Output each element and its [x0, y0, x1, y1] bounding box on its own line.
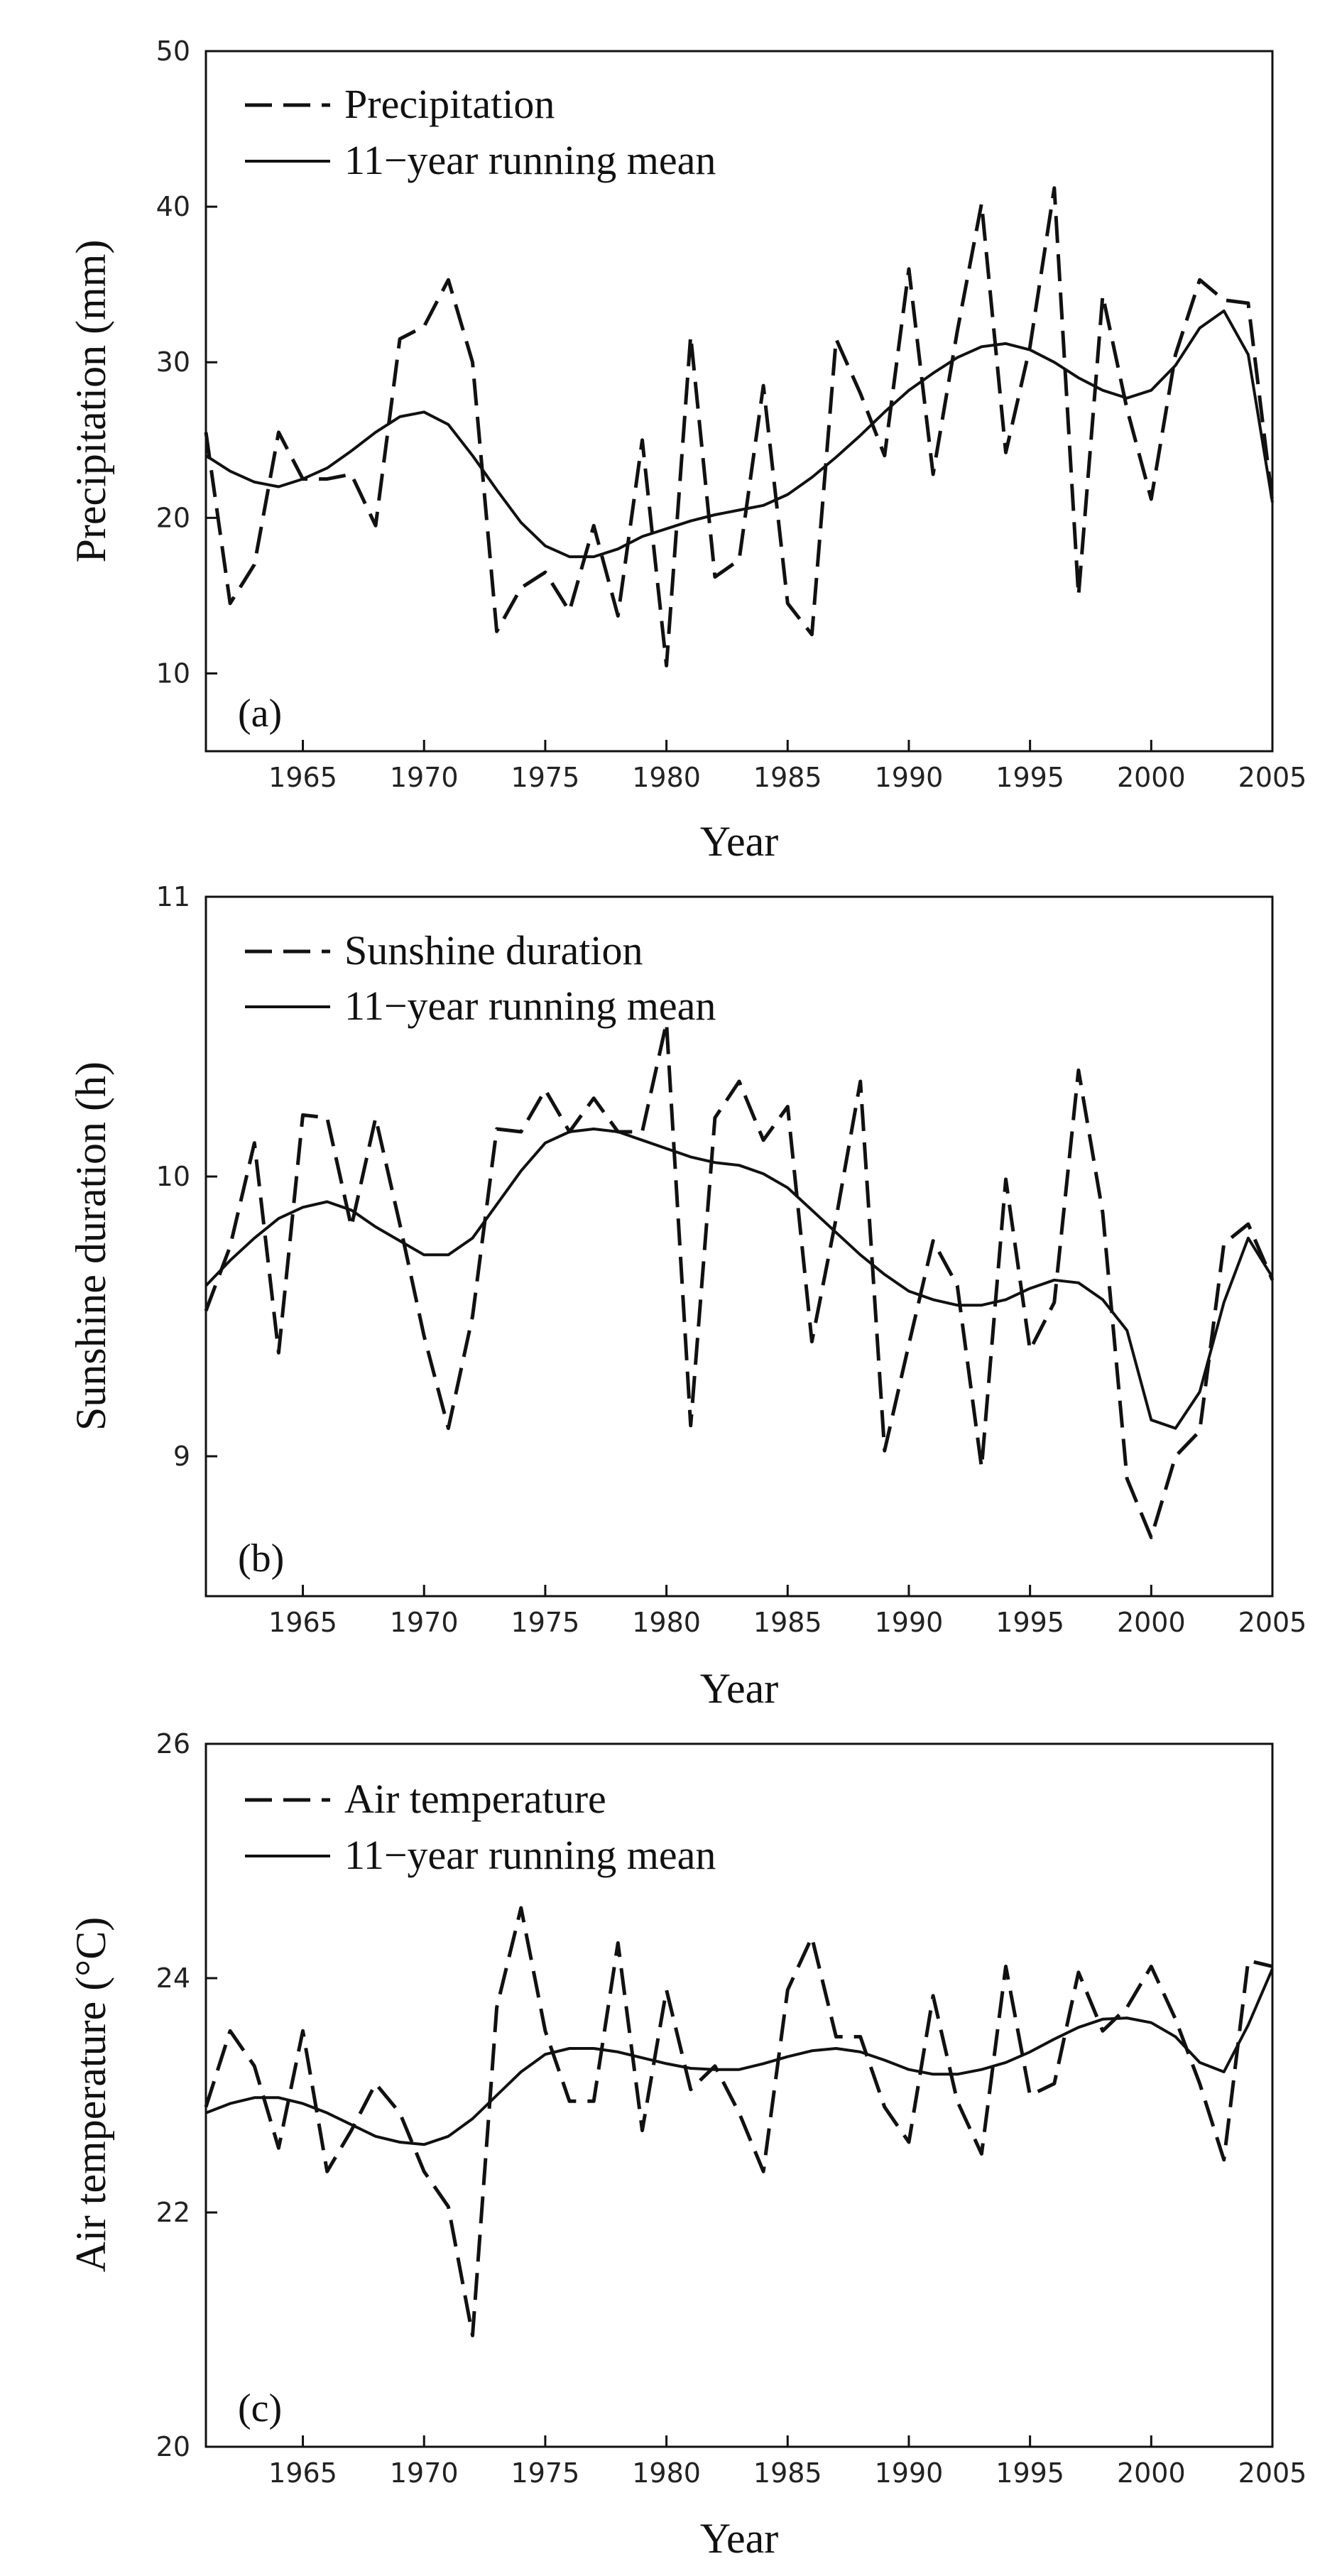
x-tick-label: 1985	[753, 2457, 822, 2489]
x-tick-label: 1965	[268, 2457, 337, 2489]
air-temperature-line	[204, 1906, 1273, 2337]
running-mean-line	[204, 1128, 1274, 1430]
panel-precipitation: 10 20 30 40 50 1965 1970 1975 1980 1985 1990 1995 2…	[67, 36, 1306, 865]
legend-label-sunshine: Sunshine duration	[344, 927, 643, 973]
y-tick-label: 9	[173, 1441, 190, 1472]
legend: Air temperature 11−year running mean	[245, 1776, 716, 1878]
x-tick-label: 2000	[1117, 762, 1186, 793]
precipitation-line	[204, 186, 1275, 667]
x-tick-label: 1985	[753, 762, 822, 793]
y-tick-label: 50	[156, 36, 190, 67]
x-axis: 1965 1970 1975 1980 1985 1990 1995 2000 2005	[268, 2435, 1306, 2489]
running-mean-line	[205, 1968, 1274, 2146]
x-tick-label: 2000	[1117, 1607, 1186, 1638]
x-tick-label: 1975	[511, 2457, 580, 2489]
legend-label-running-mean: 11−year running mean	[344, 1832, 716, 1878]
x-tick-label: 1970	[390, 1607, 459, 1638]
plot-frame	[204, 50, 1274, 753]
plot-frame	[204, 895, 1274, 1598]
x-axis: 1965 1970 1975 1980 1985 1990 1995 2000 2005	[268, 740, 1306, 793]
x-tick-label: 1975	[511, 1607, 580, 1638]
x-tick-label: 1995	[995, 762, 1064, 793]
legend-label-running-mean: 11−year running mean	[344, 983, 716, 1029]
legend: Precipitation 11−year running mean	[245, 81, 716, 183]
plot-frame	[204, 1742, 1274, 2448]
y-tick-label: 26	[156, 1728, 190, 1759]
x-tick-label: 2005	[1238, 2457, 1307, 2489]
x-tick-label: 2005	[1238, 762, 1307, 793]
panel-air-temperature: 20 22 24 26 1965 1970 1975 1980 1985 1990 1995 200…	[67, 1728, 1306, 2562]
x-axis: 1965 1970 1975 1980 1985 1990 1995 2000 2005	[268, 1585, 1306, 1638]
legend: Sunshine duration 11−year running mean	[245, 927, 716, 1029]
panel-sunshine: 9 10 11 1965 1970 1975 1980 1985 1990 1995 2000 20…	[67, 881, 1306, 1712]
y-axis-title: Air temperature (°C)	[67, 1917, 114, 2272]
x-tick-label: 1980	[632, 2457, 701, 2489]
y-axis: 9 10 11	[156, 881, 217, 1472]
panel-label: (a)	[238, 692, 282, 736]
x-tick-label: 1975	[511, 762, 580, 793]
x-tick-label: 1965	[268, 762, 337, 793]
y-tick-label: 24	[156, 1963, 190, 1994]
x-tick-label: 1980	[632, 1607, 701, 1638]
legend-label-running-mean: 11−year running mean	[344, 137, 716, 183]
y-tick-label: 20	[156, 2431, 190, 2462]
x-tick-label: 1965	[268, 1607, 337, 1638]
x-tick-label: 1990	[875, 2457, 944, 2489]
x-tick-label: 1985	[753, 1607, 822, 1638]
y-axis-title: Precipitation (mm)	[67, 240, 114, 563]
y-tick-label: 10	[156, 1161, 190, 1192]
x-axis-title: Year	[700, 1665, 779, 1712]
y-axis-title: Sunshine duration (h)	[67, 1061, 114, 1431]
y-tick-label: 22	[156, 2197, 190, 2228]
x-tick-label: 2000	[1117, 2457, 1186, 2489]
y-tick-label: 30	[156, 346, 190, 378]
x-axis-title: Year	[700, 818, 779, 865]
x-tick-label: 1995	[995, 2457, 1064, 2489]
y-tick-label: 11	[156, 881, 190, 912]
sunshine-line	[204, 1020, 1275, 1539]
x-tick-label: 1980	[632, 762, 701, 793]
x-tick-label: 1990	[875, 1607, 944, 1638]
y-tick-label: 40	[156, 191, 190, 222]
y-tick-label: 20	[156, 502, 190, 533]
x-tick-label: 1995	[995, 1607, 1064, 1638]
x-tick-label: 2005	[1238, 1607, 1307, 1638]
legend-label-air-temperature: Air temperature	[344, 1776, 606, 1822]
y-tick-label: 10	[156, 657, 190, 689]
y-axis: 20 22 24 26	[156, 1728, 217, 2462]
x-tick-label: 1970	[390, 2457, 459, 2489]
legend-label-precipitation: Precipitation	[344, 81, 555, 127]
x-axis-title: Year	[700, 2515, 779, 2562]
x-tick-label: 1970	[390, 762, 459, 793]
panel-label: (b)	[238, 1537, 284, 1581]
x-tick-label: 1990	[875, 762, 944, 793]
panel-label: (c)	[238, 2386, 282, 2430]
y-axis: 10 20 30 40 50	[156, 36, 217, 689]
